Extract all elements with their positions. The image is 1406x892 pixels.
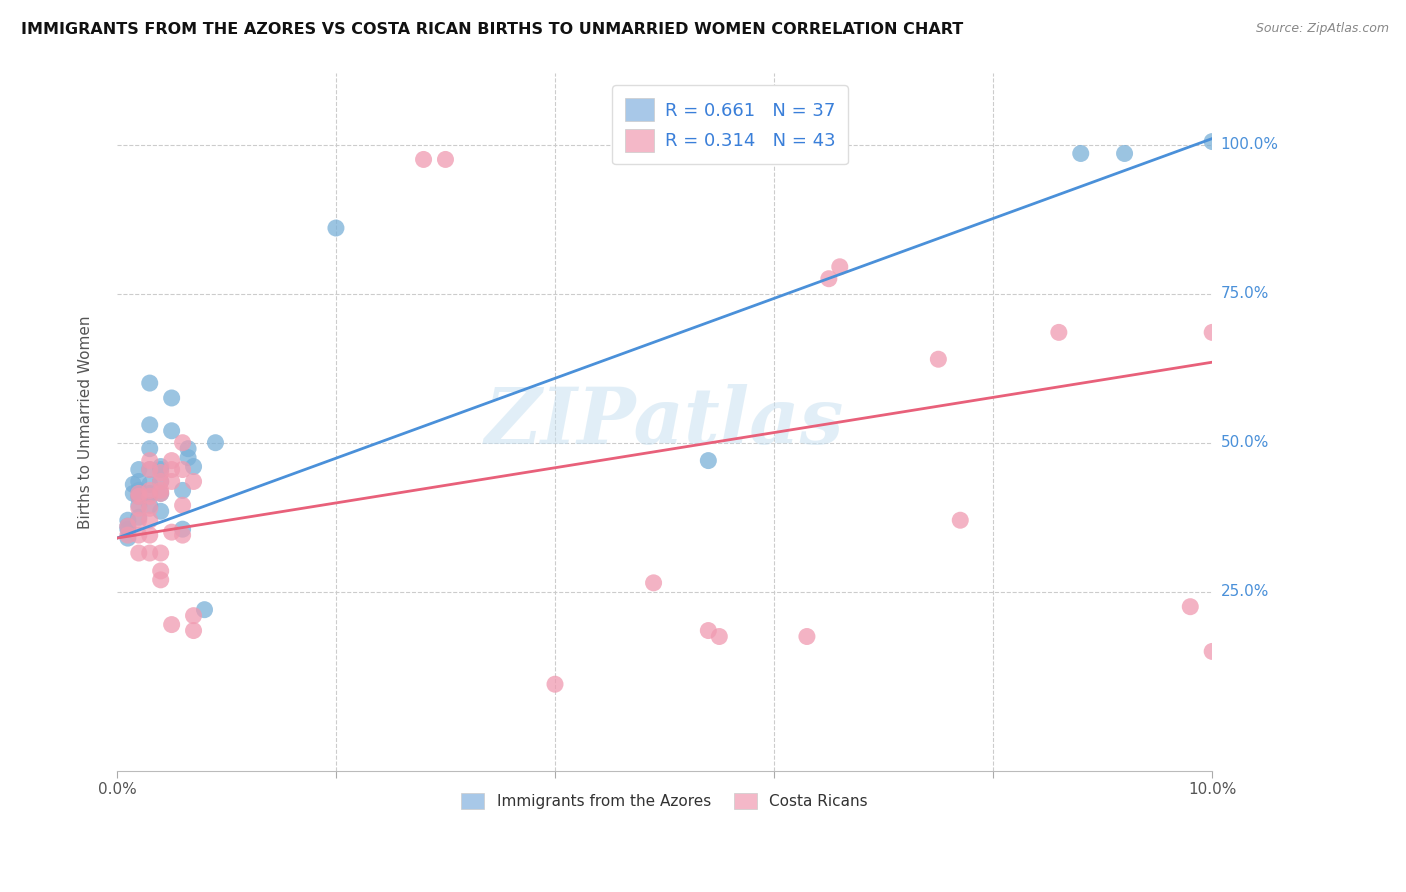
Point bbox=[172, 435, 194, 450]
Point bbox=[117, 519, 139, 533]
Point bbox=[796, 630, 818, 644]
Point bbox=[949, 513, 972, 527]
Point bbox=[927, 352, 949, 367]
Point bbox=[139, 376, 162, 390]
Point bbox=[193, 602, 215, 616]
Text: 75.0%: 75.0% bbox=[1220, 286, 1268, 301]
Point bbox=[1201, 135, 1223, 149]
Text: 100.0%: 100.0% bbox=[1220, 137, 1278, 152]
Point bbox=[128, 462, 150, 476]
Point bbox=[183, 475, 205, 489]
Point bbox=[128, 510, 150, 524]
Point bbox=[160, 453, 183, 467]
Point bbox=[139, 499, 162, 513]
Point bbox=[697, 624, 720, 638]
Point bbox=[149, 573, 172, 587]
Point bbox=[117, 531, 139, 545]
Point bbox=[149, 486, 172, 500]
Point bbox=[1070, 146, 1092, 161]
Point bbox=[160, 617, 183, 632]
Point bbox=[544, 677, 567, 691]
Point bbox=[149, 466, 172, 480]
Point bbox=[204, 435, 226, 450]
Point bbox=[149, 462, 172, 476]
Point bbox=[643, 575, 665, 590]
Point bbox=[139, 528, 162, 542]
Point bbox=[128, 546, 150, 560]
Point bbox=[149, 504, 172, 518]
Point bbox=[160, 462, 183, 476]
Point bbox=[325, 221, 347, 235]
Point bbox=[122, 477, 145, 491]
Point bbox=[149, 546, 172, 560]
Point bbox=[828, 260, 851, 274]
Point bbox=[128, 513, 150, 527]
Text: ZIPatlas: ZIPatlas bbox=[485, 384, 844, 460]
Text: Source: ZipAtlas.com: Source: ZipAtlas.com bbox=[1256, 22, 1389, 36]
Point bbox=[139, 462, 162, 476]
Point bbox=[149, 459, 172, 474]
Text: IMMIGRANTS FROM THE AZORES VS COSTA RICAN BIRTHS TO UNMARRIED WOMEN CORRELATION : IMMIGRANTS FROM THE AZORES VS COSTA RICA… bbox=[21, 22, 963, 37]
Point bbox=[172, 522, 194, 536]
Point bbox=[149, 475, 172, 489]
Point bbox=[128, 475, 150, 489]
Point bbox=[128, 486, 150, 500]
Point bbox=[128, 499, 150, 513]
Point bbox=[149, 475, 172, 489]
Point bbox=[183, 624, 205, 638]
Point bbox=[117, 522, 139, 536]
Point bbox=[1201, 644, 1223, 658]
Point bbox=[139, 489, 162, 503]
Point bbox=[160, 475, 183, 489]
Point bbox=[172, 528, 194, 542]
Point bbox=[128, 483, 150, 498]
Legend: Immigrants from the Azores, Costa Ricans: Immigrants from the Azores, Costa Ricans bbox=[456, 787, 873, 815]
Text: 25.0%: 25.0% bbox=[1220, 584, 1268, 599]
Point bbox=[172, 499, 194, 513]
Point bbox=[128, 528, 150, 542]
Point bbox=[183, 608, 205, 623]
Point bbox=[139, 442, 162, 456]
Point bbox=[139, 483, 162, 498]
Point bbox=[139, 417, 162, 432]
Point bbox=[172, 483, 194, 498]
Point bbox=[139, 462, 162, 476]
Point bbox=[117, 519, 139, 533]
Point bbox=[697, 453, 720, 467]
Point bbox=[128, 489, 150, 503]
Point bbox=[160, 424, 183, 438]
Point bbox=[139, 477, 162, 491]
Point bbox=[1180, 599, 1202, 614]
Point bbox=[177, 450, 200, 465]
Point bbox=[149, 483, 172, 498]
Point bbox=[1047, 326, 1070, 340]
Point bbox=[117, 528, 139, 542]
Point bbox=[434, 153, 457, 167]
Point bbox=[128, 501, 150, 516]
Point bbox=[149, 564, 172, 578]
Point bbox=[817, 271, 839, 285]
Point bbox=[709, 630, 731, 644]
Point bbox=[149, 486, 172, 500]
Text: 50.0%: 50.0% bbox=[1220, 435, 1268, 450]
Point bbox=[139, 546, 162, 560]
Point bbox=[160, 391, 183, 405]
Point bbox=[1201, 326, 1223, 340]
Point bbox=[122, 486, 145, 500]
Point bbox=[117, 513, 139, 527]
Point bbox=[160, 525, 183, 540]
Point bbox=[139, 513, 162, 527]
Point bbox=[183, 459, 205, 474]
Point bbox=[177, 442, 200, 456]
Point bbox=[139, 501, 162, 516]
Point bbox=[139, 453, 162, 467]
Point bbox=[139, 486, 162, 500]
Point bbox=[412, 153, 434, 167]
Point bbox=[128, 489, 150, 503]
Point bbox=[1114, 146, 1136, 161]
Point bbox=[172, 462, 194, 476]
Y-axis label: Births to Unmarried Women: Births to Unmarried Women bbox=[79, 315, 93, 529]
